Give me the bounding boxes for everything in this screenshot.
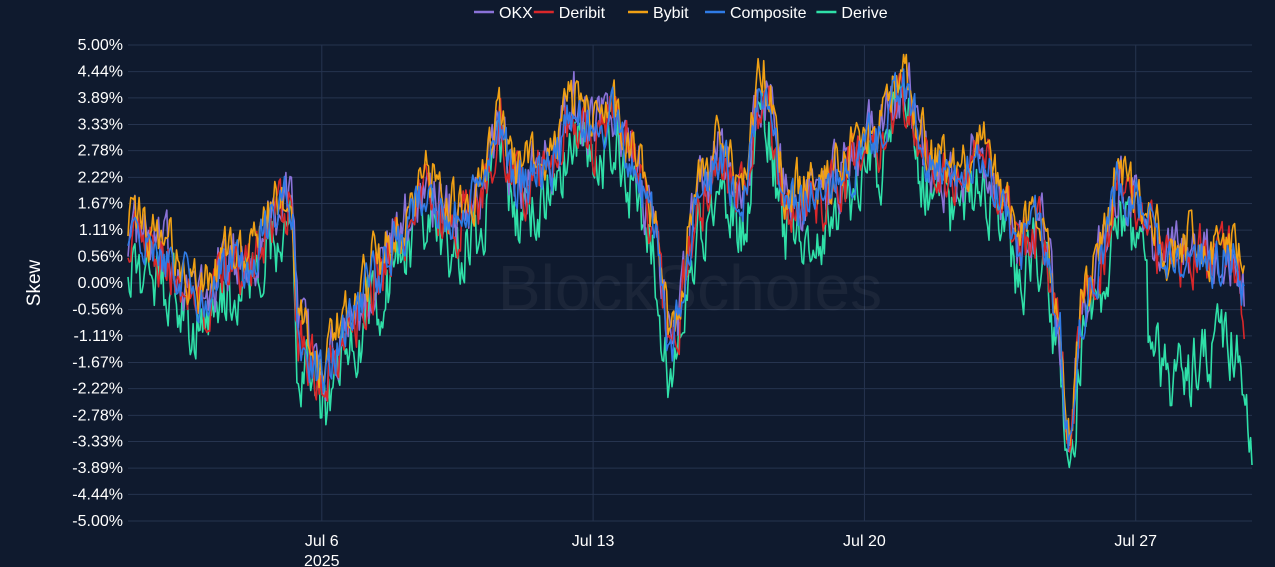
y-tick-label: -2.22% (72, 381, 123, 398)
grid-lines (128, 44, 1252, 522)
legend-label: Composite (730, 5, 807, 22)
y-tick-label: -3.89% (72, 460, 123, 477)
y-tick-label: 2.22% (78, 169, 123, 186)
series-line-composite (127, 68, 1245, 450)
y-tick-label: 4.44% (78, 64, 123, 81)
legend-item-bybit[interactable]: Bybit (628, 5, 689, 22)
legend-label: Deribit (559, 5, 606, 22)
x-tick-label: Jul 13 (572, 533, 615, 550)
y-tick-label: 5.00% (78, 37, 123, 54)
y-tick-label: 0.00% (78, 275, 123, 292)
x-tick-sublabel: 2025 (304, 553, 340, 567)
y-tick-label: 1.11% (79, 222, 123, 239)
series-lines (127, 53, 1253, 469)
legend-item-composite[interactable]: Composite (705, 5, 807, 22)
x-tick-label: Jul 6 (305, 533, 339, 550)
legend-label: OKX (499, 5, 533, 22)
y-tick-label: -5.00% (72, 513, 123, 530)
y-tick-label: -1.11% (73, 328, 123, 345)
y-tick-label: -1.67% (72, 354, 123, 371)
legend-item-okx[interactable]: OKX (474, 5, 533, 22)
legend[interactable]: OKX Deribit Bybit Composite Derive (474, 5, 888, 22)
y-tick-label: 1.67% (78, 196, 123, 213)
legend-item-deribit[interactable]: Deribit (533, 5, 606, 22)
y-tick-label: -3.33% (72, 434, 123, 451)
legend-item-derive[interactable]: Derive (816, 5, 888, 22)
x-tick-label: Jul 27 (1114, 533, 1157, 550)
legend-label: Derive (841, 5, 887, 22)
y-axis-ticks: 5.00% 4.44% 3.89% 3.33% 2.78% 2.22% 1.67% 1.11%… (72, 37, 123, 530)
y-tick-label: 0.56% (78, 248, 123, 265)
y-tick-label: 3.33% (78, 116, 123, 133)
y-tick-label: 3.89% (78, 90, 123, 107)
y-tick-label: 2.78% (78, 143, 123, 160)
y-axis-label: Skew (24, 259, 45, 306)
legend-label: Bybit (653, 5, 689, 22)
y-tick-label: -2.78% (72, 407, 123, 424)
y-tick-label: -4.44% (72, 486, 123, 503)
x-axis-ticks: Jul 6 2025 Jul 13 Jul 20 Jul 27 (304, 533, 1157, 567)
y-tick-label: -0.56% (72, 302, 123, 319)
x-tick-label: Jul 20 (843, 533, 886, 550)
